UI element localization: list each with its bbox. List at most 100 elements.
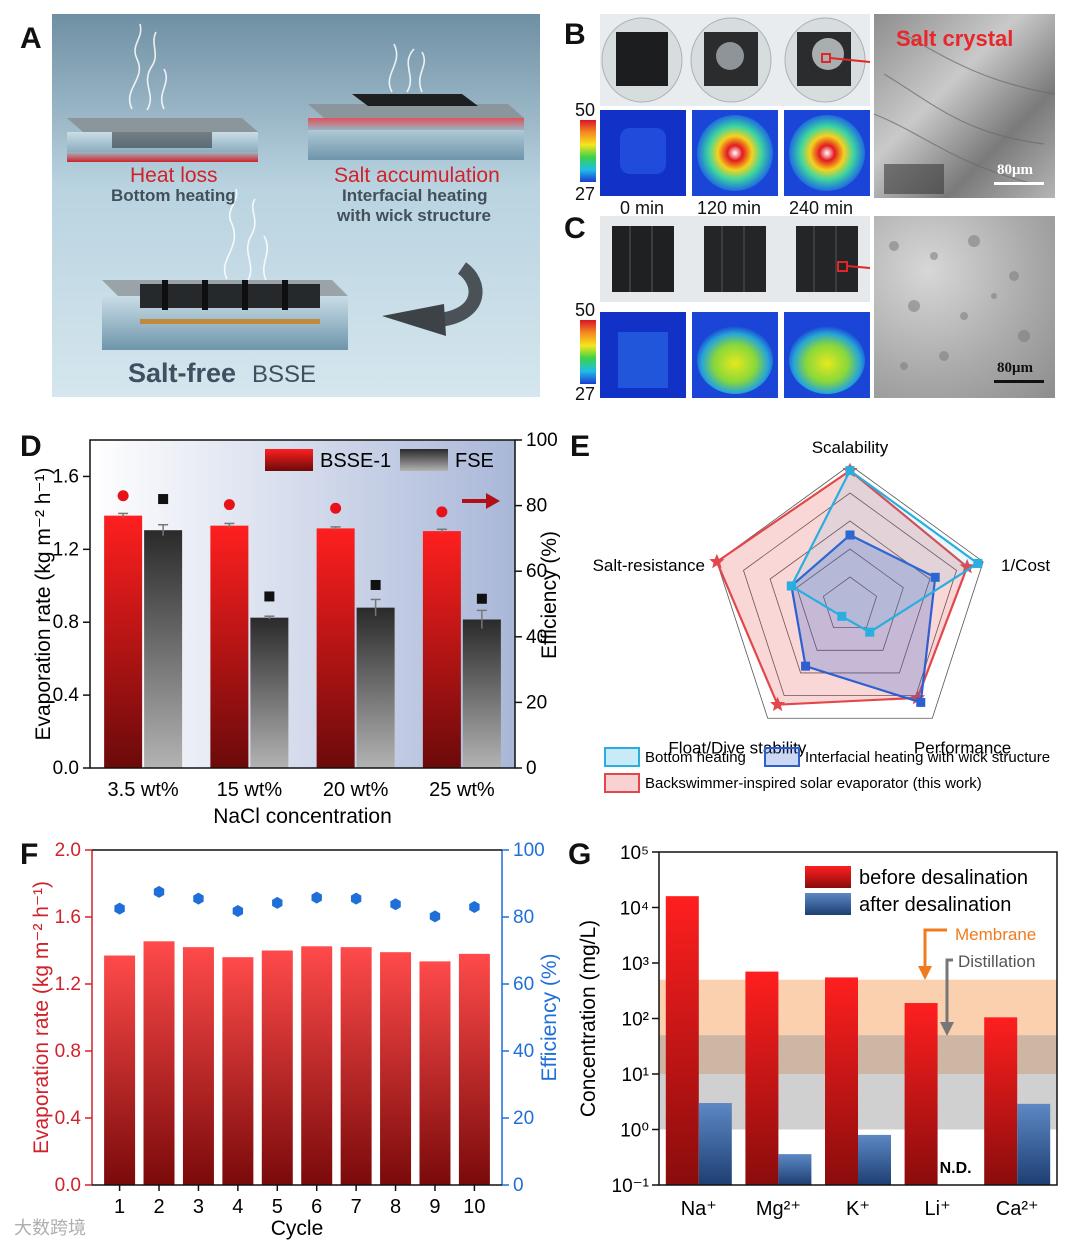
radar-marker-0-3 <box>837 611 847 621</box>
panel-b-thermal <box>600 110 870 196</box>
bar-cycle-3 <box>222 957 254 1185</box>
radar-marker-2-3 <box>769 696 786 712</box>
radar-marker-1-2 <box>916 697 926 707</box>
eff-point-fse-1 <box>264 591 275 602</box>
eff-point-bsse-3 <box>436 506 448 518</box>
y2-axis-title: Efficiency (%) <box>538 954 560 1082</box>
radar-axis-label-4: Salt-resistance <box>593 556 705 575</box>
panel-b-scale-top: 50 <box>575 100 596 120</box>
legend-swatch-bsse <box>265 449 313 471</box>
eff-point-4 <box>272 896 283 909</box>
eff-point-5 <box>311 891 322 904</box>
x-tick-label-2: 3 <box>193 1196 204 1218</box>
eff-point-fse-2 <box>370 579 381 590</box>
bar-cycle-4 <box>261 950 293 1185</box>
bar-after-0 <box>698 1103 732 1185</box>
bar-before-3 <box>904 1003 938 1185</box>
salt-crystal-label: Salt crystal <box>896 26 1014 51</box>
bar-after-1 <box>778 1154 812 1185</box>
y-tick-label-4: 1.6 <box>53 466 79 487</box>
panel-c-photos <box>600 216 871 302</box>
eff-point-0 <box>114 902 125 915</box>
y-tick-label-3: 10² <box>622 1010 649 1031</box>
radar-marker-0-0 <box>845 466 855 476</box>
y2-tick-label-1: 20 <box>513 1108 534 1129</box>
eff-point-fse-0 <box>158 494 169 505</box>
eff-point-1 <box>153 885 165 898</box>
eff-point-bsse-1 <box>223 499 235 511</box>
y-axis-title: Evaporation rate (kg m⁻² h⁻¹) <box>32 467 55 740</box>
y-tick-label-0: 0.0 <box>55 1175 81 1196</box>
y-tick-label-4: 1.6 <box>55 907 81 928</box>
x-tick-label-6: 7 <box>351 1196 362 1218</box>
radar-marker-1-1 <box>930 572 940 582</box>
x-tick-label-0: 3.5 wt% <box>108 779 179 801</box>
radar-marker-2-2 <box>909 689 926 705</box>
radar-legend-label-0: Bottom heating <box>645 749 746 766</box>
eff-point-6 <box>350 892 362 905</box>
bar-before-2 <box>825 977 858 1185</box>
x-tick-label-5: 6 <box>311 1196 322 1218</box>
y2-tick-label-1: 20 <box>526 692 547 713</box>
y-tick-label-3: 1.2 <box>53 539 79 560</box>
radar-series-1 <box>790 533 937 704</box>
watermark: 大数跨境 <box>14 1218 86 1238</box>
x-tick-label-4: 5 <box>272 1196 283 1218</box>
x-tick-label-0: Na⁺ <box>681 1198 717 1220</box>
radar-grid-2 <box>796 548 904 651</box>
distillation-label: Distillation <box>958 952 1035 971</box>
eff-point-9 <box>469 900 480 913</box>
y2-tick-label-4: 80 <box>513 907 534 928</box>
x-axis-title: NaCl concentration <box>213 805 392 828</box>
bar-fse-3 <box>462 619 501 768</box>
bar-cycle-2 <box>182 947 214 1185</box>
radar-grid-3 <box>769 520 931 674</box>
radar-legend-swatch-2 <box>604 773 640 793</box>
radar-marker-0-4 <box>786 581 796 591</box>
radar-marker-2-4 <box>709 553 725 569</box>
label-bottom-heating: Bottom heating <box>111 186 236 205</box>
label-salt-accumulation: Salt accumulation <box>334 164 500 187</box>
radar-series-2 <box>715 469 969 706</box>
y-tick-label-6: 10⁵ <box>620 843 649 864</box>
x-tick-label-1: Mg²⁺ <box>756 1198 801 1220</box>
panel-c-letter: C <box>564 212 586 245</box>
panel-e-letter: E <box>570 430 591 463</box>
membrane-label: Membrane <box>955 925 1036 944</box>
eff-point-bsse-2 <box>330 502 342 514</box>
y-tick-label-4: 10³ <box>622 954 649 975</box>
radar-grid-1 <box>822 576 878 629</box>
legend-swatch-before <box>805 866 851 888</box>
bar-bsse-1 <box>210 525 249 768</box>
radar-marker-1-3 <box>801 661 811 671</box>
distillation-arrow <box>945 958 953 1025</box>
radar-marker-1-0 <box>845 530 855 540</box>
y-tick-label-5: 2.0 <box>55 840 81 861</box>
y2-tick-label-3: 60 <box>513 974 534 995</box>
y-axis-title: Evaporation rate (kg m⁻² h⁻¹) <box>30 881 53 1154</box>
y2-tick-label-2: 40 <box>526 627 547 648</box>
bar-fse-2 <box>356 607 395 768</box>
y2-tick-label-0: 0 <box>513 1175 524 1196</box>
y-tick-label-1: 0.4 <box>55 1108 82 1129</box>
panel-b-colorbar <box>580 120 596 182</box>
panel-b-letter: B <box>564 18 586 51</box>
bar-cycle-5 <box>301 946 333 1185</box>
bar-after-2 <box>858 1134 891 1185</box>
plot-frame <box>89 439 516 769</box>
panel-f-letter: F <box>20 838 39 871</box>
panel-b-sem <box>873 14 1056 198</box>
x-tick-label-1: 15 wt% <box>217 779 283 801</box>
radar-grid-4 <box>743 492 957 697</box>
y-tick-label-1: 0.4 <box>53 685 80 706</box>
panel-c-sem <box>874 216 1055 398</box>
y-tick-label-1: 10⁰ <box>620 1121 649 1142</box>
panel-b-scalebar-label: 80μm <box>997 162 1033 178</box>
panel-b-scale-bottom: 27 <box>575 184 596 204</box>
label-interfacial-1: Interfacial heating <box>342 186 488 205</box>
panel-c-scalebar <box>994 380 1044 383</box>
radar-axis-label-2: Performance <box>914 738 1011 757</box>
label-heat-loss: Heat loss <box>130 164 218 187</box>
eff-point-2 <box>193 892 204 905</box>
label-salt-free: Salt-free <box>128 358 237 388</box>
